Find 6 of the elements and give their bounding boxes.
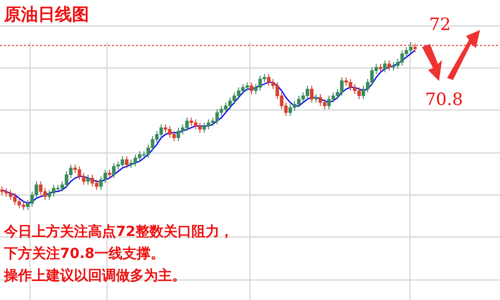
text: 今日上方关注高点72整数关口阻力，	[3, 223, 234, 240]
chart-title: 原油日线图	[3, 5, 89, 25]
text: 72	[429, 15, 451, 35]
text: 70.8	[425, 90, 463, 110]
text: 操作上建议以回调做多为主。	[3, 267, 186, 284]
text: 下方关注70.8一线支撑。	[3, 245, 165, 262]
